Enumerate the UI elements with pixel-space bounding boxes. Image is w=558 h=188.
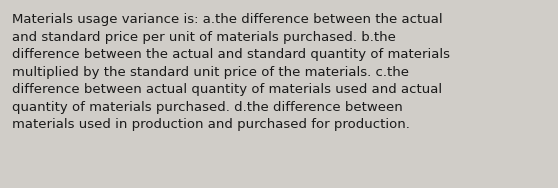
Text: Materials usage variance is: a.the difference between the actual
and standard pr: Materials usage variance is: a.the diffe… [12,13,450,131]
